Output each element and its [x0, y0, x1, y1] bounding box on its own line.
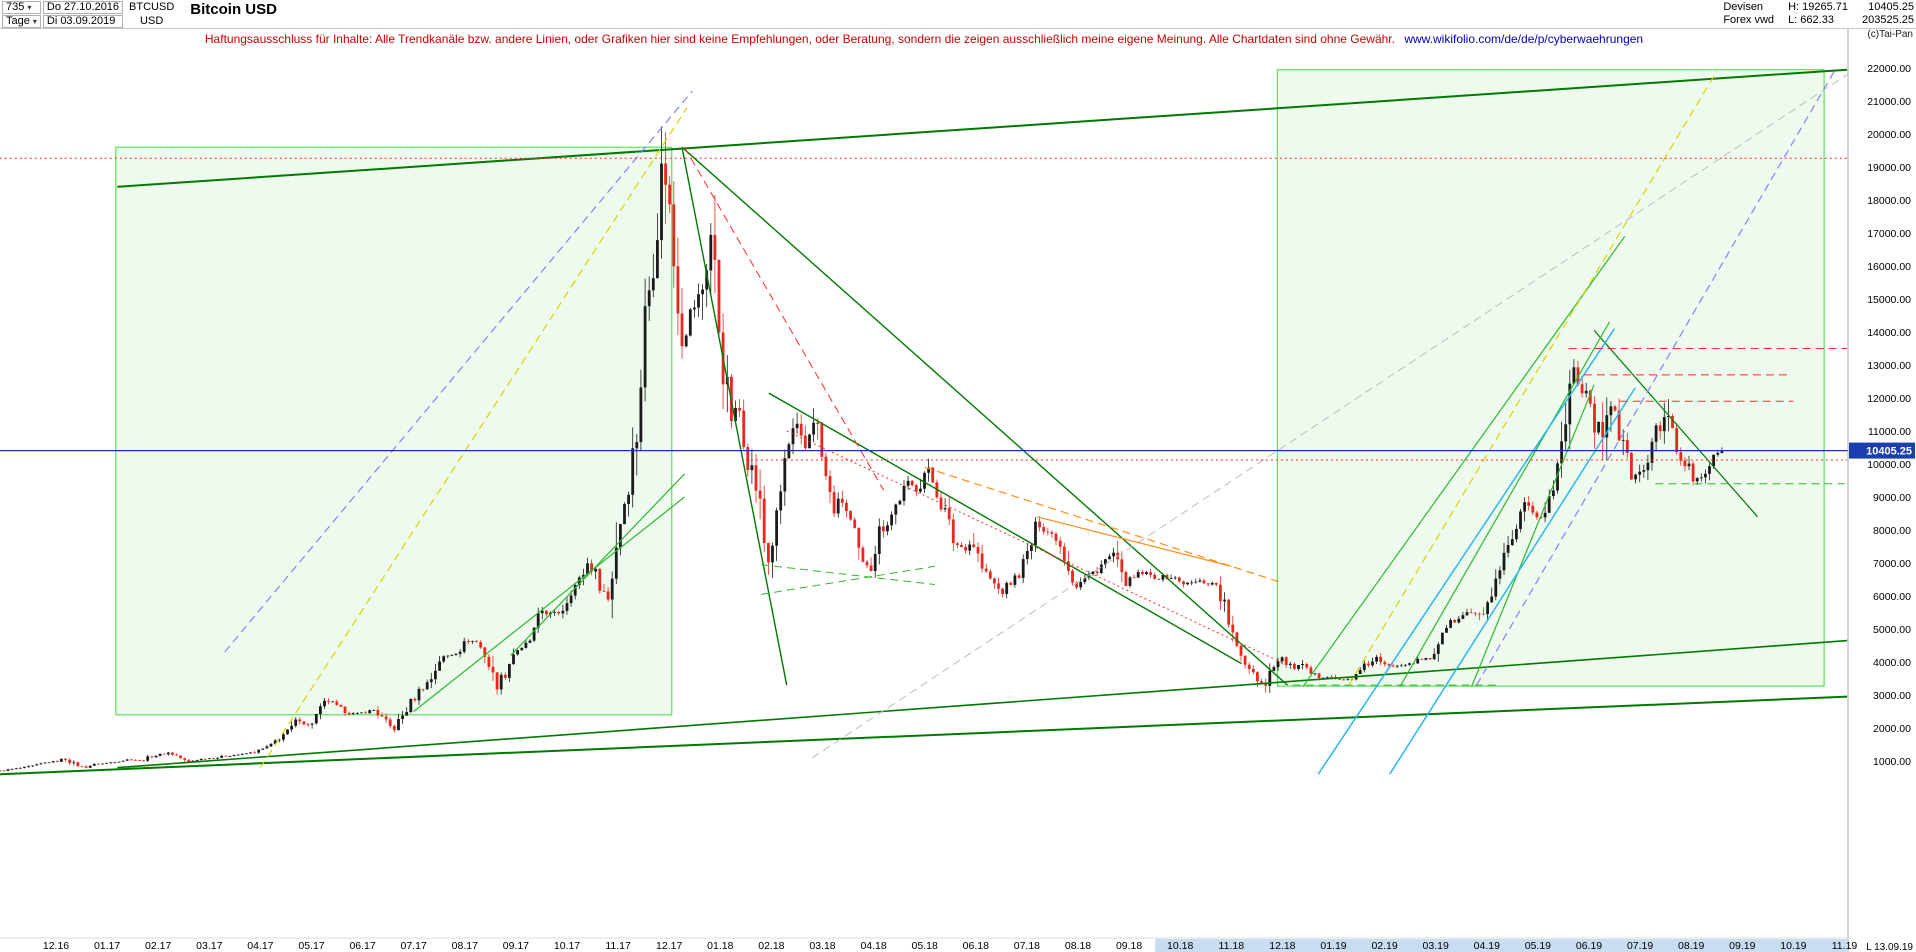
dropdown-caret-icon: ▾: [27, 3, 32, 12]
svg-text:05.17: 05.17: [298, 940, 324, 952]
svg-text:11.17: 11.17: [605, 940, 631, 952]
svg-text:18000.00: 18000.00: [1867, 195, 1911, 207]
secondary-value: 203525.25: [1862, 14, 1914, 26]
svg-text:20000.00: 20000.00: [1867, 129, 1911, 141]
svg-text:06.19: 06.19: [1576, 940, 1602, 952]
svg-text:08.19: 08.19: [1678, 940, 1704, 952]
svg-text:04.18: 04.18: [860, 940, 886, 952]
svg-text:12.17: 12.17: [656, 940, 682, 952]
category-label: Devisen: [1723, 1, 1764, 13]
svg-text:15000.00: 15000.00: [1867, 294, 1911, 306]
date-to-value: Di 03.09.2019: [46, 15, 116, 27]
page-title: Bitcoin USD: [190, 1, 277, 18]
svg-text:06.17: 06.17: [349, 940, 375, 952]
svg-text:10.19: 10.19: [1780, 940, 1806, 952]
svg-text:01.17: 01.17: [94, 940, 120, 952]
svg-text:11.19: 11.19: [1832, 940, 1858, 952]
svg-text:03.18: 03.18: [809, 940, 835, 952]
svg-text:09.17: 09.17: [503, 940, 529, 952]
svg-text:17000.00: 17000.00: [1867, 228, 1911, 240]
svg-text:3000.00: 3000.00: [1873, 690, 1911, 702]
symbol-label: BTCUSD: [125, 1, 179, 14]
disclaimer-line: Haftungsausschluss für Inhalte: Alle Tre…: [0, 32, 1848, 46]
svg-text:8000.00: 8000.00: [1873, 525, 1911, 537]
svg-text:13000.00: 13000.00: [1867, 360, 1911, 372]
svg-text:10000.00: 10000.00: [1867, 459, 1911, 471]
svg-text:10.17: 10.17: [554, 940, 580, 952]
currency-label: USD: [125, 15, 179, 28]
svg-text:03.19: 03.19: [1423, 940, 1449, 952]
last-price-value: 10405.25: [1868, 1, 1914, 13]
svg-text:5000.00: 5000.00: [1873, 624, 1911, 636]
svg-text:06.18: 06.18: [963, 940, 989, 952]
source-label: Forex vwd: [1723, 14, 1775, 26]
period-value: Tage: [6, 15, 30, 27]
svg-text:03.17: 03.17: [196, 940, 222, 952]
wikifolio-link[interactable]: www.wikifolio.com/de/de/p/cyberwaehrunge…: [1404, 32, 1644, 46]
svg-text:09.18: 09.18: [1116, 940, 1142, 952]
svg-text:22000.00: 22000.00: [1867, 63, 1911, 75]
svg-text:07.17: 07.17: [401, 940, 427, 952]
svg-text:21000.00: 21000.00: [1867, 96, 1911, 108]
svg-text:02.19: 02.19: [1371, 940, 1397, 952]
svg-text:1000.00: 1000.00: [1873, 756, 1911, 768]
svg-text:05.18: 05.18: [912, 940, 938, 952]
svg-text:08.17: 08.17: [452, 940, 478, 952]
svg-text:L 13.09.19: L 13.09.19: [1866, 942, 1913, 952]
svg-text:08.18: 08.18: [1065, 940, 1091, 952]
svg-text:07.19: 07.19: [1627, 940, 1653, 952]
svg-text:10.18: 10.18: [1167, 940, 1193, 952]
svg-text:04.17: 04.17: [247, 940, 273, 952]
svg-text:14000.00: 14000.00: [1867, 327, 1911, 339]
svg-text:11000.00: 11000.00: [1868, 426, 1911, 438]
svg-text:07.18: 07.18: [1014, 940, 1040, 952]
bars-count-dropdown[interactable]: 735 ▾: [2, 1, 41, 14]
svg-text:05.19: 05.19: [1525, 940, 1551, 952]
svg-text:4000.00: 4000.00: [1873, 657, 1911, 669]
disclaimer-text: Haftungsausschluss für Inhalte: Alle Tre…: [204, 32, 1395, 46]
svg-text:09.19: 09.19: [1729, 940, 1755, 952]
session-high-label: H: 19265.71: [1788, 1, 1848, 13]
svg-text:10405.25: 10405.25: [1866, 446, 1912, 458]
svg-text:01.19: 01.19: [1320, 940, 1346, 952]
svg-text:7000.00: 7000.00: [1873, 558, 1911, 570]
svg-text:11.18: 11.18: [1219, 940, 1245, 952]
svg-text:9000.00: 9000.00: [1873, 492, 1911, 504]
period-dropdown[interactable]: Tage ▾: [2, 15, 41, 28]
header-left: 735 ▾ Tage ▾ Do 27.10.2016 Di 03.09.2019: [0, 0, 277, 28]
date-from-value: Do 27.10.2016: [46, 1, 120, 13]
session-low-label: L: 662.33: [1788, 14, 1834, 26]
svg-text:12000.00: 12000.00: [1867, 393, 1911, 405]
svg-text:12.18: 12.18: [1269, 940, 1295, 952]
bars-count-value: 735: [6, 1, 25, 13]
svg-text:04.19: 04.19: [1474, 940, 1500, 952]
dropdown-caret-icon: ▾: [32, 17, 37, 26]
header-right: Devisen Forex vwd H: 19265.71 L: 662.33 …: [1723, 0, 1916, 28]
svg-text:6000.00: 6000.00: [1873, 591, 1911, 603]
chart-header: 735 ▾ Tage ▾ Do 27.10.2016 Di 03.09.2019: [0, 0, 1916, 29]
svg-text:12.16: 12.16: [43, 940, 69, 952]
date-from-field[interactable]: Do 27.10.2016: [42, 1, 124, 14]
svg-text:2000.00: 2000.00: [1873, 723, 1911, 735]
svg-text:16000.00: 16000.00: [1867, 261, 1911, 273]
svg-text:01.18: 01.18: [707, 940, 733, 952]
date-to-field[interactable]: Di 03.09.2019: [42, 15, 124, 28]
svg-text:02.17: 02.17: [145, 940, 171, 952]
svg-text:19000.00: 19000.00: [1867, 162, 1911, 174]
copyright-label: (c)Tai-Pan: [1867, 29, 1913, 40]
svg-text:02.18: 02.18: [758, 940, 784, 952]
